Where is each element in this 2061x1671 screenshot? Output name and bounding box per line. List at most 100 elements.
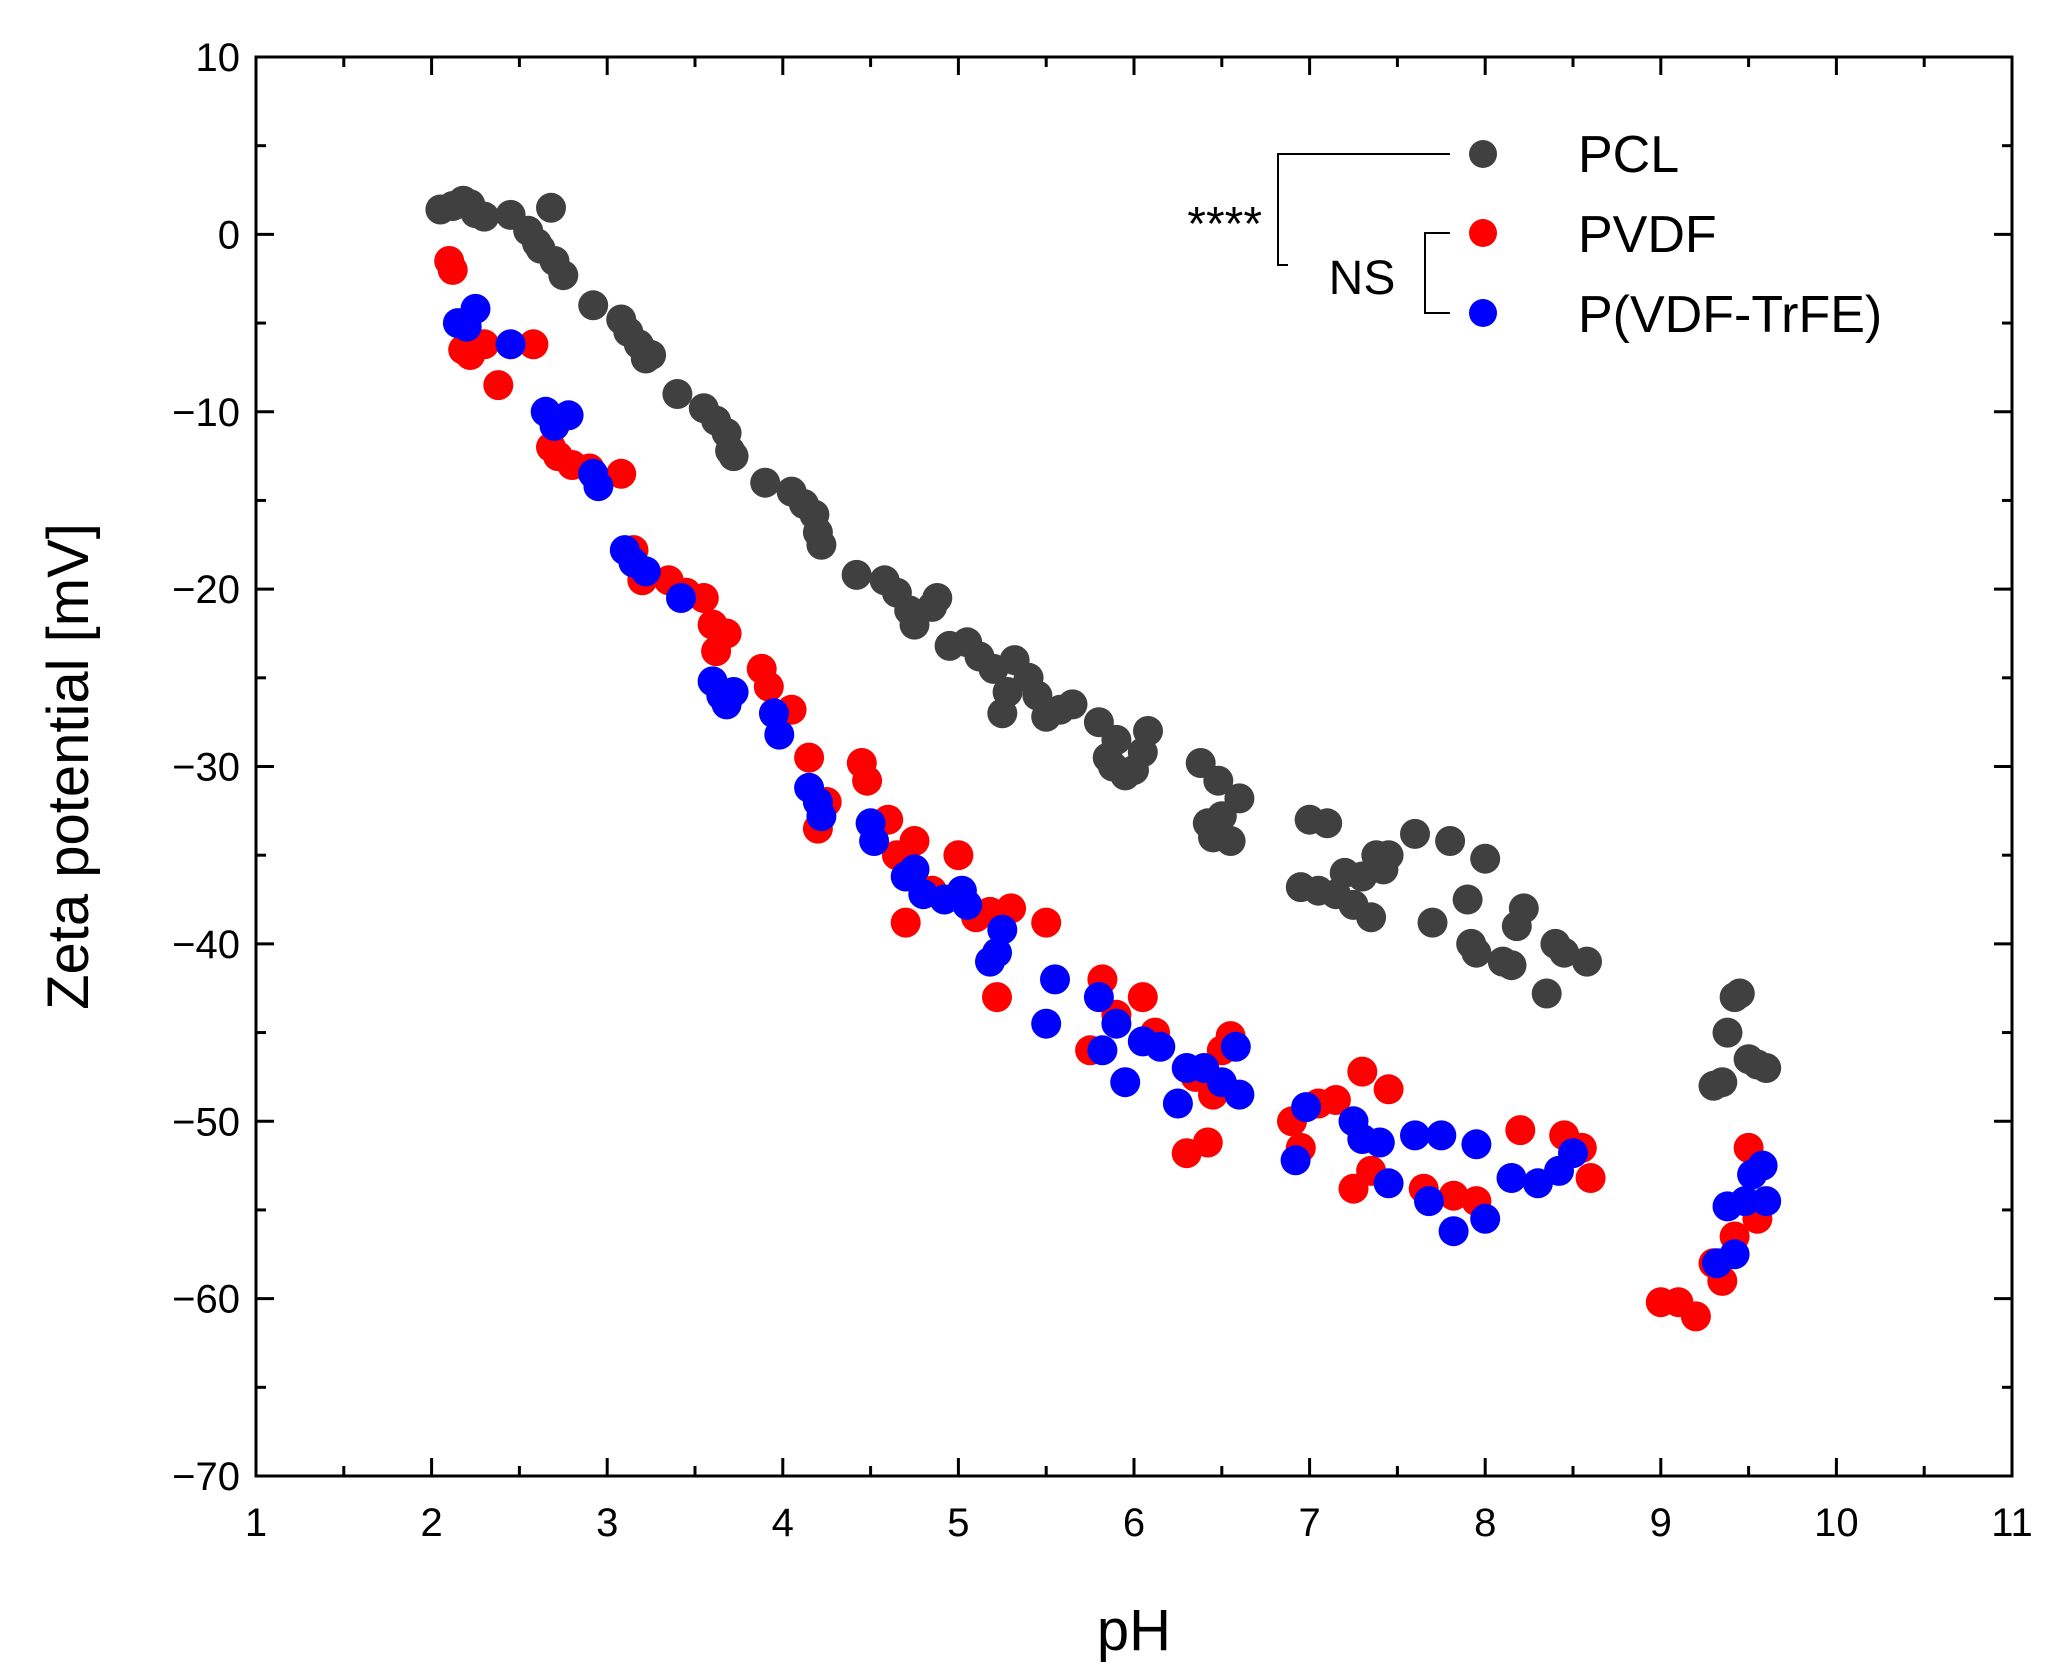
- data-point: [1224, 1079, 1255, 1110]
- legend-label-pvdf-trfe: P(VDF-TrFE): [1578, 286, 1882, 344]
- significance-bracket-outer: [1277, 153, 1450, 266]
- y-tick-label: 0: [218, 213, 240, 257]
- data-point: [982, 982, 1012, 1013]
- data-point: [518, 329, 549, 360]
- data-point: [1087, 1035, 1118, 1066]
- data-point: [553, 400, 584, 431]
- series-pvdf: [434, 246, 1773, 1332]
- data-point: [1356, 902, 1387, 933]
- data-point: [711, 618, 742, 649]
- x-tick-label: 3: [596, 1501, 618, 1545]
- series-pcl: [425, 185, 1782, 1101]
- data-point: [483, 370, 514, 401]
- legend: **** NS PCL PVDF P(VDF-TrFE): [1187, 126, 1882, 344]
- data-point: [1203, 765, 1234, 796]
- data-point: [794, 742, 825, 773]
- y-tick-label: −30: [172, 746, 240, 790]
- data-point: [859, 826, 890, 856]
- data-point: [1549, 937, 1580, 968]
- data-point: [536, 192, 566, 223]
- data-point: [1101, 724, 1132, 755]
- data-point: [1426, 1120, 1457, 1151]
- data-point: [1558, 1138, 1588, 1169]
- data-point: [750, 467, 781, 498]
- y-tick-label: −20: [172, 568, 240, 612]
- x-tick-label: 10: [1814, 1501, 1859, 1545]
- data-point: [578, 290, 609, 321]
- x-tick-label: 8: [1474, 1501, 1496, 1545]
- data-point: [548, 260, 579, 291]
- data-point: [636, 340, 667, 370]
- data-point: [1470, 843, 1501, 874]
- x-tick-label: 6: [1123, 1501, 1145, 1545]
- data-point: [1751, 1186, 1782, 1217]
- data-point: [718, 441, 749, 472]
- data-point: [1224, 783, 1255, 814]
- data-points-layer: [425, 185, 1782, 1332]
- data-point: [1461, 1129, 1492, 1160]
- data-point: [987, 914, 1018, 945]
- legend-marker-pcl: [1469, 140, 1497, 168]
- series-p-vdf-trfe: [442, 293, 1782, 1279]
- x-axis-title: pH: [1097, 1598, 1171, 1663]
- legend-marker-pvdf-trfe: [1469, 299, 1497, 327]
- y-tick-label: −10: [172, 391, 240, 435]
- data-point: [1724, 978, 1755, 1009]
- data-point: [992, 677, 1023, 707]
- data-point: [943, 840, 974, 871]
- y-tick-label: −60: [172, 1278, 240, 1322]
- data-point: [753, 671, 784, 702]
- data-point: [1215, 826, 1246, 856]
- data-point: [899, 854, 930, 885]
- x-tick-label: 4: [772, 1501, 794, 1545]
- x-tick-label: 2: [420, 1501, 442, 1545]
- data-point: [1364, 1127, 1395, 1158]
- x-tick-label: 9: [1650, 1501, 1672, 1545]
- data-point: [1312, 808, 1343, 839]
- data-point: [1127, 982, 1158, 1013]
- data-point: [1435, 826, 1466, 856]
- y-tick-label: −70: [172, 1455, 240, 1499]
- data-point: [1730, 1186, 1761, 1217]
- data-point: [1162, 1088, 1193, 1119]
- legend-label-pcl: PCL: [1578, 126, 1679, 184]
- data-point: [841, 559, 872, 590]
- data-point: [1101, 1008, 1132, 1039]
- data-point: [1400, 818, 1430, 849]
- data-point: [1747, 1150, 1778, 1181]
- data-point: [662, 379, 693, 409]
- data-point: [1572, 946, 1602, 977]
- axes: 1 2 3 4 5 6 7 8 9 10 11 10 0 −10 −20 −30 −40 −50 −60 −70: [172, 36, 2033, 1545]
- data-point: [1133, 716, 1163, 746]
- data-point: [1373, 840, 1404, 871]
- data-point: [1680, 1301, 1711, 1332]
- significance-bracket-inner: [1424, 232, 1450, 314]
- data-point: [630, 556, 661, 587]
- data-point: [1031, 907, 1062, 938]
- data-point: [899, 826, 930, 856]
- legend-label-pvdf: PVDF: [1578, 206, 1717, 264]
- data-point: [1461, 937, 1492, 968]
- x-tick-label: 11: [1991, 1501, 2033, 1545]
- data-point: [1751, 1053, 1782, 1083]
- data-point: [1031, 1008, 1062, 1039]
- data-point: [1400, 1120, 1430, 1151]
- data-point: [688, 583, 719, 613]
- data-point: [1707, 1067, 1738, 1098]
- data-point: [1505, 1115, 1536, 1146]
- data-point: [1110, 1067, 1141, 1098]
- data-point: [495, 329, 526, 360]
- significance-stars: ****: [1187, 198, 1262, 251]
- data-point: [1083, 982, 1114, 1013]
- x-tick-label: 7: [1298, 1501, 1320, 1545]
- x-tick-label: 5: [947, 1501, 969, 1545]
- data-point: [806, 801, 837, 832]
- data-point: [1719, 1239, 1750, 1270]
- data-point: [1373, 1074, 1404, 1105]
- data-point: [1220, 1031, 1251, 1062]
- data-point: [1145, 1031, 1176, 1062]
- data-point: [1712, 1017, 1743, 1048]
- data-point: [806, 529, 837, 560]
- data-point: [583, 471, 614, 502]
- x-tick-label: 1: [245, 1501, 267, 1545]
